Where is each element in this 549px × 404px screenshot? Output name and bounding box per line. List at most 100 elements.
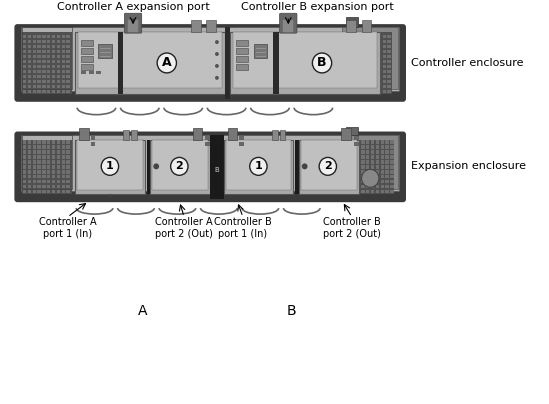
Bar: [47, 84, 51, 88]
Bar: [352, 185, 355, 188]
Bar: [28, 175, 31, 179]
Bar: [37, 165, 41, 168]
Bar: [42, 160, 46, 164]
Bar: [388, 80, 391, 83]
Bar: [349, 80, 352, 83]
Bar: [356, 170, 360, 174]
Bar: [295, 139, 299, 194]
Bar: [356, 160, 360, 164]
Bar: [32, 55, 36, 58]
Bar: [352, 155, 355, 159]
Bar: [23, 45, 26, 48]
Bar: [66, 180, 70, 183]
Bar: [352, 140, 355, 144]
Bar: [380, 180, 384, 183]
Bar: [32, 70, 36, 73]
Bar: [347, 170, 350, 174]
Bar: [37, 160, 41, 164]
Bar: [390, 180, 394, 183]
Circle shape: [250, 158, 267, 175]
Bar: [47, 190, 51, 194]
Bar: [380, 150, 384, 154]
Bar: [47, 40, 51, 43]
Bar: [380, 165, 384, 168]
Bar: [47, 55, 51, 58]
Bar: [205, 143, 210, 147]
Bar: [366, 180, 369, 183]
Bar: [42, 65, 46, 68]
Circle shape: [101, 158, 119, 175]
Bar: [47, 165, 51, 168]
Bar: [371, 160, 374, 164]
Bar: [356, 165, 360, 168]
Bar: [28, 65, 31, 68]
Bar: [354, 80, 357, 83]
Bar: [32, 145, 36, 149]
Bar: [363, 35, 367, 38]
Bar: [383, 70, 386, 73]
Bar: [61, 160, 65, 164]
Bar: [47, 65, 51, 68]
Bar: [47, 175, 51, 179]
Bar: [366, 190, 369, 194]
Bar: [385, 155, 389, 159]
Bar: [368, 65, 371, 68]
Bar: [376, 160, 379, 164]
Bar: [225, 27, 231, 99]
Text: B: B: [317, 57, 327, 69]
Bar: [66, 70, 70, 73]
Bar: [57, 145, 60, 149]
Bar: [390, 190, 394, 194]
Bar: [358, 60, 362, 63]
Bar: [32, 160, 36, 164]
Bar: [23, 185, 26, 188]
Bar: [57, 40, 60, 43]
Bar: [117, 32, 124, 94]
Bar: [378, 75, 381, 78]
Bar: [385, 170, 389, 174]
Bar: [75, 139, 144, 194]
Bar: [356, 155, 360, 159]
Circle shape: [362, 169, 379, 187]
Bar: [47, 70, 51, 73]
Bar: [378, 45, 381, 48]
Bar: [23, 60, 26, 63]
Bar: [57, 45, 60, 48]
Bar: [366, 140, 369, 144]
Bar: [52, 170, 55, 174]
Bar: [79, 128, 89, 139]
Bar: [347, 190, 350, 194]
Bar: [23, 170, 26, 174]
Bar: [349, 84, 352, 88]
Bar: [147, 139, 150, 194]
Bar: [358, 55, 362, 58]
Bar: [47, 155, 51, 159]
Bar: [57, 175, 60, 179]
Bar: [362, 20, 371, 32]
Bar: [52, 155, 55, 159]
Bar: [388, 90, 391, 93]
Bar: [354, 70, 357, 73]
Bar: [388, 40, 391, 43]
Bar: [347, 165, 350, 168]
Bar: [81, 48, 93, 54]
Bar: [66, 45, 70, 48]
Text: Controller A expansion port: Controller A expansion port: [57, 2, 209, 12]
Bar: [352, 160, 355, 164]
Bar: [23, 145, 26, 149]
Bar: [32, 80, 36, 83]
Bar: [66, 50, 70, 53]
Bar: [272, 130, 278, 139]
Bar: [283, 20, 293, 32]
Bar: [368, 60, 371, 63]
Bar: [358, 84, 362, 88]
Bar: [388, 55, 391, 58]
Bar: [66, 170, 70, 174]
Bar: [28, 160, 31, 164]
Bar: [61, 140, 65, 144]
Text: A: A: [162, 57, 172, 69]
Bar: [42, 35, 46, 38]
Bar: [354, 60, 357, 63]
Bar: [301, 139, 357, 190]
Bar: [66, 60, 70, 63]
